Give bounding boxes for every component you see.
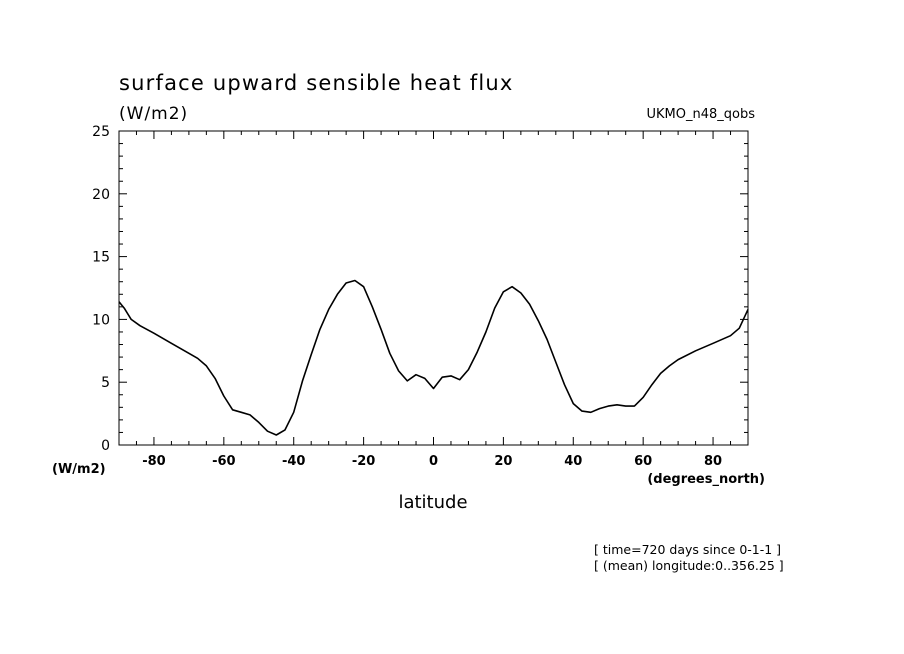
y-tick-label: 25 — [92, 124, 110, 140]
y-tick-label: 0 — [101, 438, 110, 454]
x-axis-label: latitude — [398, 492, 467, 513]
x-tick-label: 20 — [494, 454, 512, 469]
x-tick-label: -60 — [212, 454, 236, 469]
x-tick-label: 60 — [634, 454, 652, 469]
x-tick-label: -40 — [282, 454, 306, 469]
x-tick-label: 80 — [704, 454, 722, 469]
y-tick-label: 15 — [92, 250, 110, 266]
x-tick-label: 0 — [429, 454, 438, 469]
x-tick-labels: -80 -60 -40 -20 0 20 40 60 80 — [142, 454, 722, 469]
plot-frame — [118, 130, 749, 446]
chart-units-label: (W/m2) — [119, 104, 188, 124]
series-group — [118, 279, 749, 436]
y-units-label: (W/m2) — [52, 462, 106, 477]
axis-ticks — [118, 130, 749, 446]
dataset-label: UKMO_n48_qobs — [646, 107, 755, 122]
x-tick-label: 40 — [564, 454, 582, 469]
series-line — [118, 279, 749, 436]
footnote-time: [ time=720 days since 0-1-1 ] — [594, 542, 781, 557]
x-tick-label: -20 — [352, 454, 376, 469]
y-tick-label: 5 — [101, 375, 110, 391]
y-tick-labels: 0 5 10 15 20 25 — [92, 124, 110, 454]
y-tick-label: 10 — [92, 312, 110, 328]
x-units-label: (degrees_north) — [647, 472, 765, 487]
footnote-longitude: [ (mean) longitude:0..356.25 ] — [594, 558, 784, 573]
x-tick-label: -80 — [142, 454, 166, 469]
y-tick-label: 20 — [92, 187, 110, 203]
chart-title: surface upward sensible heat flux — [119, 71, 514, 95]
